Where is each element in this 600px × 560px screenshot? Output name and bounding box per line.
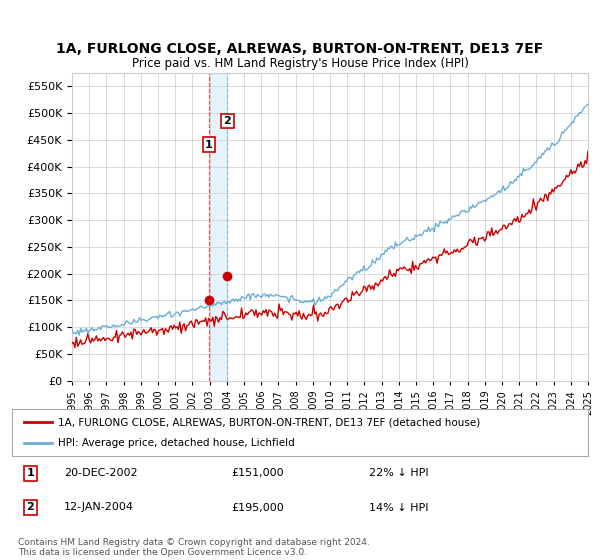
Text: 2: 2 bbox=[26, 502, 34, 512]
Text: 1A, FURLONG CLOSE, ALREWAS, BURTON-ON-TRENT, DE13 7EF: 1A, FURLONG CLOSE, ALREWAS, BURTON-ON-TR… bbox=[56, 42, 544, 56]
Text: 14% ↓ HPI: 14% ↓ HPI bbox=[369, 502, 428, 512]
Text: 22% ↓ HPI: 22% ↓ HPI bbox=[369, 468, 429, 478]
Text: 20-DEC-2002: 20-DEC-2002 bbox=[64, 468, 137, 478]
Text: HPI: Average price, detached house, Lichfield: HPI: Average price, detached house, Lich… bbox=[58, 438, 295, 448]
Text: 2: 2 bbox=[224, 116, 232, 126]
Bar bbox=[209, 73, 227, 381]
Text: 1: 1 bbox=[26, 468, 34, 478]
Text: Contains HM Land Registry data © Crown copyright and database right 2024.
This d: Contains HM Land Registry data © Crown c… bbox=[18, 538, 370, 557]
Text: Price paid vs. HM Land Registry's House Price Index (HPI): Price paid vs. HM Land Registry's House … bbox=[131, 57, 469, 70]
Text: 1: 1 bbox=[205, 139, 213, 150]
Text: 12-JAN-2004: 12-JAN-2004 bbox=[64, 502, 134, 512]
Text: 1A, FURLONG CLOSE, ALREWAS, BURTON-ON-TRENT, DE13 7EF (detached house): 1A, FURLONG CLOSE, ALREWAS, BURTON-ON-TR… bbox=[58, 417, 481, 427]
Text: £195,000: £195,000 bbox=[231, 502, 284, 512]
Text: £151,000: £151,000 bbox=[231, 468, 284, 478]
